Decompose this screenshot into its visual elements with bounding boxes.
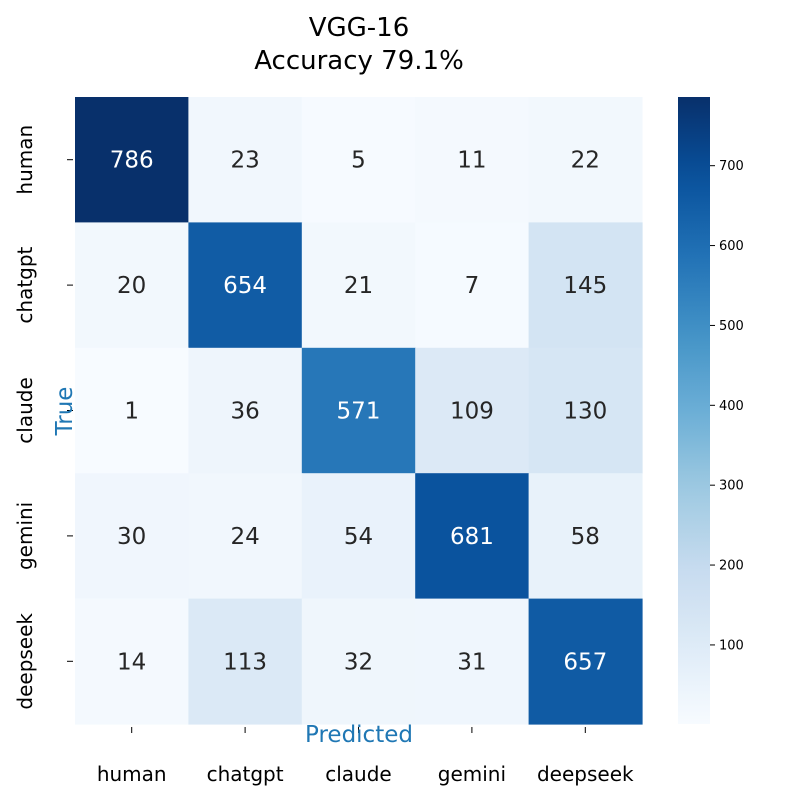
cell-value-label: 11 bbox=[457, 148, 486, 174]
x-axis-ticks: human chatgpt claude gemini deepseek bbox=[97, 727, 634, 786]
y-axis-label: True bbox=[52, 387, 78, 437]
cell-value-label: 786 bbox=[110, 148, 154, 174]
colorbar bbox=[678, 97, 710, 724]
heatmap-cell bbox=[75, 222, 189, 349]
cell-value-label: 5 bbox=[351, 148, 366, 174]
x-tick-label: gemini bbox=[438, 762, 506, 786]
cell-value-label: 654 bbox=[223, 273, 267, 299]
x-tick-label: human bbox=[97, 762, 167, 786]
x-axis-label: Predicted bbox=[305, 722, 413, 748]
colorbar-ticks: 100 200 300 400 500 600 700 bbox=[710, 159, 744, 653]
colorbar-tick-label: 100 bbox=[719, 638, 744, 653]
y-axis-ticks: human chatgpt claude gemini deepseek bbox=[13, 125, 73, 710]
heatmap-cells bbox=[75, 97, 643, 725]
heatmap-cell bbox=[75, 598, 189, 725]
heatmap-cell bbox=[75, 473, 189, 600]
heatmap-cell bbox=[528, 347, 643, 474]
heatmap-cell bbox=[415, 97, 530, 223]
y-tick-label: chatgpt bbox=[13, 246, 37, 323]
cell-value-label: 109 bbox=[450, 399, 494, 425]
chart-title-line-2: Accuracy 79.1% bbox=[254, 46, 464, 76]
cell-value-label: 21 bbox=[344, 273, 373, 299]
colorbar-tick-label: 600 bbox=[719, 239, 744, 254]
heatmap-cell bbox=[528, 598, 643, 725]
heatmap-cell bbox=[188, 473, 303, 600]
cell-value-label: 31 bbox=[457, 649, 486, 675]
cell-value-label: 54 bbox=[344, 524, 373, 550]
heatmap-cell bbox=[75, 97, 189, 223]
heatmap-cell bbox=[188, 347, 303, 474]
heatmap-cell bbox=[528, 473, 643, 600]
y-tick-label: human bbox=[13, 125, 37, 195]
heatmap-cell bbox=[415, 473, 530, 600]
cell-value-label: 20 bbox=[117, 273, 146, 299]
cell-value-label: 22 bbox=[571, 148, 600, 174]
cell-value-label: 36 bbox=[230, 399, 259, 425]
heatmap-cell bbox=[301, 598, 416, 725]
heatmap-cell-labels: 786 23 5 11 22 20 654 21 7 145 1 36 571 109 130 30 24 54 6… bbox=[110, 148, 608, 676]
heatmap-cell bbox=[528, 97, 643, 223]
cell-value-label: 24 bbox=[230, 524, 259, 550]
heatmap-cell bbox=[301, 473, 416, 600]
cell-value-label: 130 bbox=[563, 399, 607, 425]
cell-value-label: 681 bbox=[450, 524, 494, 550]
colorbar-tick-label: 300 bbox=[719, 479, 744, 494]
heatmap-cell bbox=[528, 222, 643, 349]
cell-value-label: 32 bbox=[344, 649, 373, 675]
heatmap-cell bbox=[301, 347, 416, 474]
heatmap-cell bbox=[415, 598, 530, 725]
cell-value-label: 657 bbox=[563, 649, 607, 675]
heatmap-cell bbox=[188, 97, 303, 223]
cell-value-label: 571 bbox=[337, 399, 381, 425]
cell-value-label: 1 bbox=[124, 399, 139, 425]
cell-value-label: 30 bbox=[117, 524, 146, 550]
cell-value-label: 113 bbox=[223, 649, 267, 675]
heatmap-cell bbox=[188, 598, 303, 725]
cell-value-label: 7 bbox=[465, 273, 480, 299]
colorbar-tick-label: 400 bbox=[719, 399, 744, 414]
heatmap-cell bbox=[415, 347, 530, 474]
x-tick-label: claude bbox=[325, 762, 391, 786]
colorbar-tick-label: 700 bbox=[719, 159, 744, 174]
y-tick-label: deepseek bbox=[13, 613, 37, 710]
colorbar-tick-label: 200 bbox=[719, 559, 744, 574]
cell-value-label: 23 bbox=[230, 148, 259, 174]
chart-title-line-1: VGG-16 bbox=[309, 13, 410, 43]
heatmap-cell bbox=[415, 222, 530, 349]
heatmap-cell bbox=[301, 97, 416, 223]
cell-value-label: 145 bbox=[563, 273, 607, 299]
x-tick-label: deepseek bbox=[537, 762, 634, 786]
y-tick-label: gemini bbox=[13, 502, 37, 570]
y-tick-label: claude bbox=[13, 377, 37, 443]
cell-value-label: 58 bbox=[571, 524, 600, 550]
x-tick-label: chatgpt bbox=[207, 762, 284, 786]
heatmap-cell bbox=[301, 222, 416, 349]
colorbar-tick-label: 500 bbox=[719, 319, 744, 334]
heatmap-cell bbox=[75, 347, 189, 474]
heatmap-cell bbox=[188, 222, 303, 349]
cell-value-label: 14 bbox=[117, 649, 146, 675]
